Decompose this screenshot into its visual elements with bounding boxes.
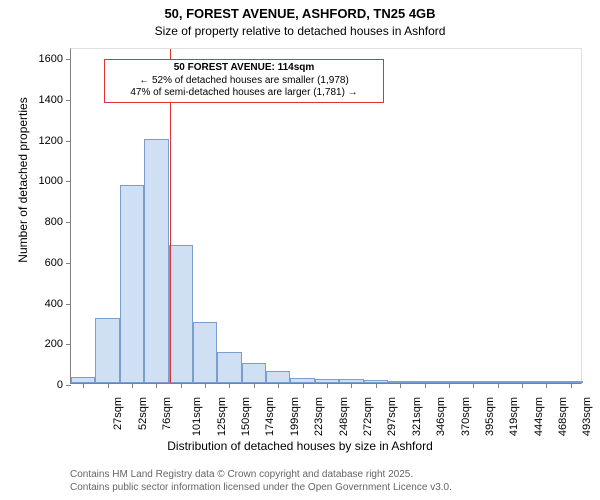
x-tick-label: 248sqm xyxy=(338,389,350,436)
x-tick xyxy=(278,383,279,388)
histogram-bar xyxy=(217,352,241,383)
y-tick-label: 0 xyxy=(57,379,71,391)
y-tick-label: 800 xyxy=(45,216,71,228)
x-tick-label: 223sqm xyxy=(313,389,325,436)
chart-container: { "chart": { "type": "histogram", "title… xyxy=(0,0,600,500)
x-tick xyxy=(498,383,499,388)
histogram-bar xyxy=(169,245,193,383)
histogram-bar xyxy=(193,322,217,383)
x-tick-label: 199sqm xyxy=(289,389,301,436)
x-tick-label: 493sqm xyxy=(582,389,594,436)
x-tick xyxy=(473,383,474,388)
x-tick xyxy=(546,383,547,388)
y-tick-label: 200 xyxy=(45,338,71,350)
x-tick xyxy=(449,383,450,388)
x-tick-label: 321sqm xyxy=(411,389,423,436)
histogram-bar xyxy=(144,139,168,383)
x-tick-label: 27sqm xyxy=(112,389,124,430)
plot-area: 0200400600800100012001400160027sqm52sqm7… xyxy=(70,48,582,384)
x-tick xyxy=(522,383,523,388)
x-tick-label: 395sqm xyxy=(484,389,496,436)
y-tick-label: 600 xyxy=(45,257,71,269)
histogram-bar xyxy=(120,185,144,383)
x-tick xyxy=(351,383,352,388)
x-tick-label: 52sqm xyxy=(137,389,149,430)
x-tick xyxy=(571,383,572,388)
x-tick xyxy=(327,383,328,388)
x-tick-label: 419sqm xyxy=(508,389,520,436)
x-tick xyxy=(425,383,426,388)
attribution-line-1: Contains HM Land Registry data © Crown c… xyxy=(70,468,452,481)
x-tick-label: 174sqm xyxy=(265,389,277,436)
x-tick-label: 76sqm xyxy=(161,389,173,430)
x-axis-label: Distribution of detached houses by size … xyxy=(0,439,600,453)
histogram-bar xyxy=(242,363,266,383)
x-tick xyxy=(132,383,133,388)
x-tick xyxy=(108,383,109,388)
callout-smaller: ← 52% of detached houses are smaller (1,… xyxy=(111,75,377,88)
y-tick-label: 1600 xyxy=(39,53,71,65)
x-tick xyxy=(254,383,255,388)
x-tick xyxy=(83,383,84,388)
y-axis-label: Number of detached properties xyxy=(16,30,30,330)
x-tick xyxy=(229,383,230,388)
chart-title: 50, FOREST AVENUE, ASHFORD, TN25 4GB xyxy=(0,6,600,21)
x-tick xyxy=(156,383,157,388)
x-tick xyxy=(303,383,304,388)
x-tick-label: 370sqm xyxy=(460,389,472,436)
y-tick-label: 400 xyxy=(45,298,71,310)
x-tick-label: 150sqm xyxy=(240,389,252,436)
x-tick-label: 346sqm xyxy=(435,389,447,436)
x-tick xyxy=(400,383,401,388)
x-tick-label: 272sqm xyxy=(362,389,374,436)
x-tick-label: 101sqm xyxy=(191,389,203,436)
histogram-bar xyxy=(266,371,290,383)
y-tick-label: 1000 xyxy=(39,175,71,187)
x-tick xyxy=(205,383,206,388)
x-tick-label: 297sqm xyxy=(387,389,399,436)
x-tick xyxy=(181,383,182,388)
callout-larger: 47% of semi-detached houses are larger (… xyxy=(111,87,377,100)
callout-title: 50 FOREST AVENUE: 114sqm xyxy=(111,62,377,75)
x-tick xyxy=(376,383,377,388)
x-tick-label: 125sqm xyxy=(216,389,228,436)
y-tick-label: 1400 xyxy=(39,94,71,106)
callout-box: 50 FOREST AVENUE: 114sqm← 52% of detache… xyxy=(104,59,384,103)
x-tick-label: 444sqm xyxy=(533,389,545,436)
histogram-bar xyxy=(95,318,119,383)
x-tick-label: 468sqm xyxy=(557,389,569,436)
chart-subtitle: Size of property relative to detached ho… xyxy=(0,24,600,38)
y-tick-label: 1200 xyxy=(39,135,71,147)
attribution-text: Contains HM Land Registry data © Crown c… xyxy=(70,468,452,494)
attribution-line-2: Contains public sector information licen… xyxy=(70,481,452,494)
